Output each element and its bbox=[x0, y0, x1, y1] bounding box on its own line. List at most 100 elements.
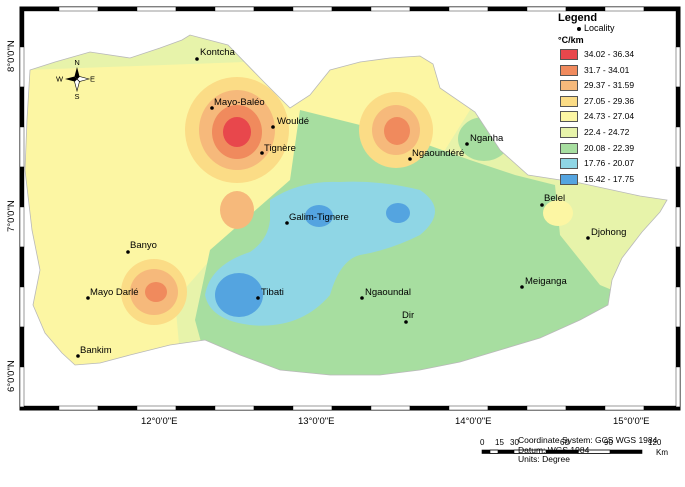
frame-tick-segment bbox=[19, 126, 25, 168]
lon-label-13: 13°0'0"E bbox=[298, 416, 334, 427]
frame-tick-segment bbox=[58, 6, 99, 12]
locality-djohong: Djohong bbox=[586, 227, 626, 240]
frame-tick-segment bbox=[675, 246, 681, 288]
galim-low-core bbox=[305, 205, 333, 227]
locality-ngaoundere: Ngaoundéré bbox=[408, 148, 464, 161]
legend-swatch bbox=[560, 49, 578, 60]
ngaoundere-core bbox=[384, 117, 410, 145]
frame-tick-segment bbox=[675, 6, 681, 48]
legend-swatch bbox=[560, 64, 578, 76]
locality-belel: Belel bbox=[540, 193, 565, 207]
east-low-core bbox=[386, 203, 410, 223]
frame-tick-segment bbox=[331, 6, 372, 12]
scale-unit: Km bbox=[656, 448, 668, 457]
frame-tick-segment bbox=[331, 405, 372, 411]
lat-label-6: 6°0'0"N bbox=[6, 360, 17, 392]
frame-tick-segment bbox=[675, 406, 681, 411]
frame-tick-segment bbox=[19, 286, 25, 328]
locality-mayo-baleo: Mayo-Baléo bbox=[210, 97, 265, 110]
frame-tick-segment bbox=[526, 6, 567, 12]
svg-text:Banyo: Banyo bbox=[130, 240, 157, 251]
frame-tick-segment bbox=[253, 6, 294, 12]
legend-title: Legend bbox=[558, 12, 598, 24]
frame-tick-segment bbox=[370, 6, 411, 12]
locality-meiganga: Meiganga bbox=[520, 276, 567, 289]
frame-tick-segment bbox=[19, 86, 25, 128]
frame-tick-segment bbox=[643, 6, 681, 12]
mayo-darle-core bbox=[145, 282, 167, 302]
lon-label-12: 12°0'0"E bbox=[141, 416, 177, 427]
svg-text:Tibati: Tibati bbox=[261, 287, 284, 298]
frame-ticks-top bbox=[19, 6, 681, 12]
units-text: Units: Degree bbox=[518, 454, 570, 464]
svg-text:Ngaoundal: Ngaoundal bbox=[365, 287, 411, 298]
frame-tick-segment bbox=[19, 405, 60, 411]
locality-symbol bbox=[577, 27, 581, 31]
svg-text:Mayo Darlé: Mayo Darlé bbox=[90, 287, 139, 298]
frame-tick-segment bbox=[675, 126, 681, 168]
frame-tick-segment bbox=[214, 6, 255, 12]
svg-text:Tignère: Tignère bbox=[264, 143, 296, 154]
frame-tick-segment bbox=[487, 405, 528, 411]
west-label: W bbox=[56, 75, 64, 84]
frame-tick-segment bbox=[19, 6, 60, 12]
frame-ticks-left bbox=[19, 6, 25, 411]
locality-nganha: Nganha bbox=[465, 133, 504, 146]
svg-text:Meiganga: Meiganga bbox=[525, 276, 567, 287]
frame-tick-segment bbox=[19, 46, 25, 88]
frame-tick-segment bbox=[292, 6, 333, 12]
map-metadata: Coordinate System: GCS WGS 1984 Datum: W… bbox=[518, 435, 678, 465]
frame-tick-segment bbox=[565, 405, 606, 411]
north-label: N bbox=[74, 58, 79, 67]
legend-classes: 34.02 - 36.34 31.7 - 34.01 29.37 - 31.59… bbox=[560, 49, 634, 189]
frame-tick-segment bbox=[175, 405, 216, 411]
frame-tick-segment bbox=[409, 405, 450, 411]
frame-tick-segment bbox=[19, 6, 25, 48]
frame-tick-segment bbox=[19, 326, 25, 368]
legend-class: 27.05 - 29.36 bbox=[560, 95, 634, 112]
locality-woulde: Wouldé bbox=[271, 116, 309, 129]
legend-class: 22.4 - 24.72 bbox=[560, 126, 634, 143]
lat-label-8: 8°0'0"N bbox=[6, 40, 17, 72]
locality-kontcha: Kontcha bbox=[195, 47, 236, 61]
legend-swatch bbox=[560, 173, 578, 185]
locality-mayo-darle: Mayo Darlé bbox=[86, 287, 139, 300]
longitude-labels: 12°0'0"E 13°0'0"E 14°0'0"E 15°0'0"E bbox=[141, 416, 649, 427]
svg-text:Belel: Belel bbox=[544, 193, 565, 204]
frame-tick-segment bbox=[448, 6, 489, 12]
frame-tick-segment bbox=[448, 405, 489, 411]
svg-text:Djohong: Djohong bbox=[591, 227, 626, 238]
scale-tick-60: 60 bbox=[560, 438, 569, 447]
frame-tick-segment bbox=[409, 6, 450, 12]
locality-galim-tignere: Galim-Tignere bbox=[285, 212, 349, 225]
svg-text:Wouldé: Wouldé bbox=[277, 116, 309, 127]
legend-swatch bbox=[560, 142, 578, 154]
frame-ticks-bottom bbox=[19, 405, 681, 411]
scale-tick-15: 15 bbox=[495, 438, 504, 447]
scale-tick-120: 120 bbox=[648, 438, 662, 447]
mayo-baleo-core bbox=[223, 117, 251, 147]
legend-class: 24.73 - 27.04 bbox=[560, 111, 634, 127]
svg-text:Dir: Dir bbox=[402, 310, 414, 321]
legend-unit: °C/km bbox=[558, 35, 584, 45]
localities: Kontcha Mayo-Baléo Wouldé Tignère Nganha… bbox=[76, 47, 626, 358]
frame-tick-segment bbox=[643, 405, 681, 411]
svg-text:Bankim: Bankim bbox=[80, 345, 112, 356]
region-boundary bbox=[24, 34, 668, 376]
frame-tick-segment bbox=[136, 6, 177, 12]
scale-tick-90: 90 bbox=[604, 438, 613, 447]
datum-text: Datum: WGS 1984 bbox=[518, 444, 590, 455]
frame-tick-segment bbox=[19, 166, 25, 208]
legend-class: 31.7 - 34.01 bbox=[560, 64, 634, 81]
class-17-20-area bbox=[205, 181, 435, 326]
lat-label-7: 7°0'0"N bbox=[6, 200, 17, 232]
frame-tick-segment bbox=[675, 46, 681, 88]
frame-tick-segment bbox=[292, 405, 333, 411]
frame-tick-segment bbox=[675, 206, 681, 248]
frame-tick-segment bbox=[604, 405, 645, 411]
frame-tick-segment bbox=[675, 86, 681, 128]
frame-tick-segment bbox=[565, 6, 606, 12]
locality-tibati: Tibati bbox=[256, 287, 284, 300]
locality-tignere: Tignère bbox=[260, 143, 296, 155]
